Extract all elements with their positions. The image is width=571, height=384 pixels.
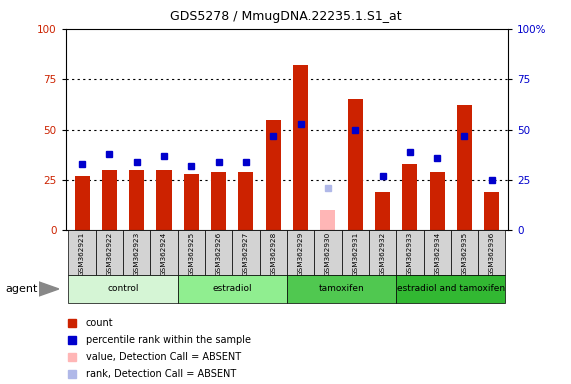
Bar: [369, 230, 396, 275]
Bar: [341, 230, 369, 275]
Text: rank, Detection Call = ABSENT: rank, Detection Call = ABSENT: [86, 369, 236, 379]
Bar: [287, 275, 396, 303]
Text: GSM362935: GSM362935: [461, 232, 468, 276]
Text: control: control: [107, 285, 139, 293]
Bar: [156, 170, 171, 230]
Text: percentile rank within the sample: percentile rank within the sample: [86, 335, 251, 345]
Text: count: count: [86, 318, 113, 328]
Text: GSM362923: GSM362923: [134, 232, 140, 276]
Text: GSM362936: GSM362936: [489, 232, 495, 276]
Bar: [178, 230, 205, 275]
Bar: [102, 170, 117, 230]
Bar: [484, 192, 499, 230]
Text: GSM362933: GSM362933: [407, 232, 413, 276]
Bar: [129, 170, 144, 230]
Bar: [403, 164, 417, 230]
Text: GSM362921: GSM362921: [79, 232, 85, 276]
Text: GSM362924: GSM362924: [161, 232, 167, 276]
Text: GSM362927: GSM362927: [243, 232, 249, 276]
Bar: [451, 230, 478, 275]
Text: GDS5278 / MmugDNA.22235.1.S1_at: GDS5278 / MmugDNA.22235.1.S1_at: [170, 10, 401, 23]
Bar: [150, 230, 178, 275]
Bar: [266, 119, 281, 230]
Text: GSM362922: GSM362922: [106, 232, 112, 276]
Text: GSM362928: GSM362928: [270, 232, 276, 276]
Text: estradiol and tamoxifen: estradiol and tamoxifen: [397, 285, 505, 293]
Bar: [184, 174, 199, 230]
Bar: [69, 230, 96, 275]
Bar: [478, 230, 505, 275]
Bar: [375, 192, 390, 230]
Bar: [396, 230, 424, 275]
Bar: [69, 275, 178, 303]
Bar: [396, 275, 505, 303]
Bar: [75, 176, 90, 230]
Bar: [211, 172, 226, 230]
Text: GSM362934: GSM362934: [434, 232, 440, 276]
Bar: [232, 230, 260, 275]
Polygon shape: [39, 282, 59, 296]
Bar: [429, 172, 445, 230]
Text: GSM362932: GSM362932: [380, 232, 385, 276]
Text: GSM362929: GSM362929: [297, 232, 304, 276]
Text: GSM362925: GSM362925: [188, 232, 194, 276]
Bar: [260, 230, 287, 275]
Bar: [293, 65, 308, 230]
Text: value, Detection Call = ABSENT: value, Detection Call = ABSENT: [86, 352, 241, 362]
Bar: [287, 230, 314, 275]
Bar: [123, 230, 150, 275]
Text: GSM362930: GSM362930: [325, 232, 331, 276]
Bar: [348, 99, 363, 230]
Text: tamoxifen: tamoxifen: [319, 285, 364, 293]
Text: estradiol: estradiol: [212, 285, 252, 293]
Text: agent: agent: [6, 284, 38, 294]
Bar: [314, 230, 341, 275]
Text: GSM362926: GSM362926: [216, 232, 222, 276]
Bar: [205, 230, 232, 275]
Text: GSM362931: GSM362931: [352, 232, 358, 276]
Bar: [424, 230, 451, 275]
Bar: [96, 230, 123, 275]
Bar: [457, 105, 472, 230]
Bar: [320, 210, 335, 230]
Bar: [239, 172, 254, 230]
Bar: [178, 275, 287, 303]
